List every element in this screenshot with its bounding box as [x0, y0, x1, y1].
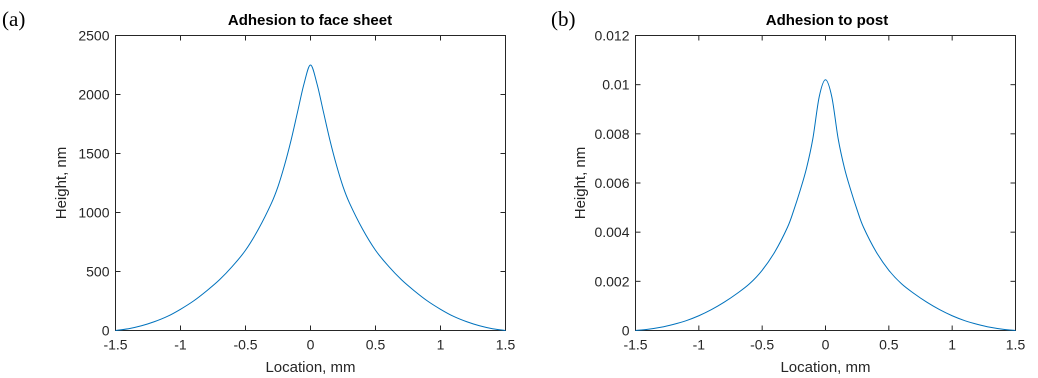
y-axis-label-b: Height, nm: [572, 147, 589, 220]
x-tick-label-b: -1.5: [623, 337, 647, 353]
x-tick-label-b: 1.5: [1006, 337, 1026, 353]
series-line-b: [635, 79, 1016, 331]
x-axis-label-b: Location, mm: [780, 359, 870, 376]
y-axis-ticks-b: 0 0.002 0.004 0.006 0.008 0.01 0.012: [594, 28, 1016, 339]
x-tick-label-b: -0.5: [750, 337, 774, 353]
y-tick-label-b: 0.002: [594, 273, 629, 289]
x-tick-label-a: 0.5: [366, 337, 386, 353]
x-axis-ticks-b: -1.5 -1 -0.5 0 0.5 1 1.5: [623, 35, 1026, 353]
y-tick-label-a: 2500: [78, 28, 109, 44]
series-line-a: [115, 64, 506, 331]
panel-label-a: (a): [2, 7, 25, 31]
y-tick-label-b: 0.012: [594, 28, 629, 44]
x-axis-label-a: Location, mm: [265, 359, 355, 376]
x-tick-label-b: -1: [693, 337, 706, 353]
y-tick-label-a: 2000: [78, 87, 109, 103]
x-tick-label-b: 0: [822, 337, 830, 353]
x-tick-label-a: -1: [174, 337, 187, 353]
x-tick-label-b: 1: [948, 337, 956, 353]
x-tick-label-a: 1: [437, 337, 445, 353]
chart-title-b: Adhesion to post: [766, 12, 889, 29]
x-tick-label-a: 0: [307, 337, 315, 353]
plot-area-a: [115, 35, 506, 331]
panel-label-b: (b): [551, 7, 576, 31]
y-axis-ticks-a: 0 500 1000 1500 2000 2500: [78, 28, 506, 339]
x-tick-label-a: 1.5: [496, 337, 516, 353]
chart-title-a: Adhesion to face sheet: [228, 12, 392, 29]
y-tick-label-a: 500: [86, 264, 110, 280]
x-tick-label-b: 0.5: [879, 337, 899, 353]
y-tick-label-b: 0.004: [594, 224, 629, 240]
y-tick-label-a: 1000: [78, 205, 109, 221]
y-tick-label-b: 0.008: [594, 126, 629, 142]
y-tick-label-b: 0.01: [602, 77, 629, 93]
y-tick-label-b: 0.006: [594, 175, 629, 191]
panel-b: (b) Adhesion to post -1.5 -1 -0.5 0 0.5 1 1.5 …: [551, 7, 1025, 376]
y-tick-label-a: 1500: [78, 146, 109, 162]
y-tick-label-b: 0: [622, 323, 630, 339]
x-axis-ticks-a: -1.5 -1 -0.5 0 0.5 1 1.5: [103, 35, 516, 353]
y-axis-label-a: Height, nm: [53, 147, 70, 220]
y-tick-label-a: 0: [102, 323, 110, 339]
panel-a: (a) Adhesion to face sheet -1.5 -1 -0.5 0 0.…: [2, 7, 515, 376]
x-tick-label-a: -1.5: [103, 337, 127, 353]
x-tick-label-a: -0.5: [233, 337, 257, 353]
